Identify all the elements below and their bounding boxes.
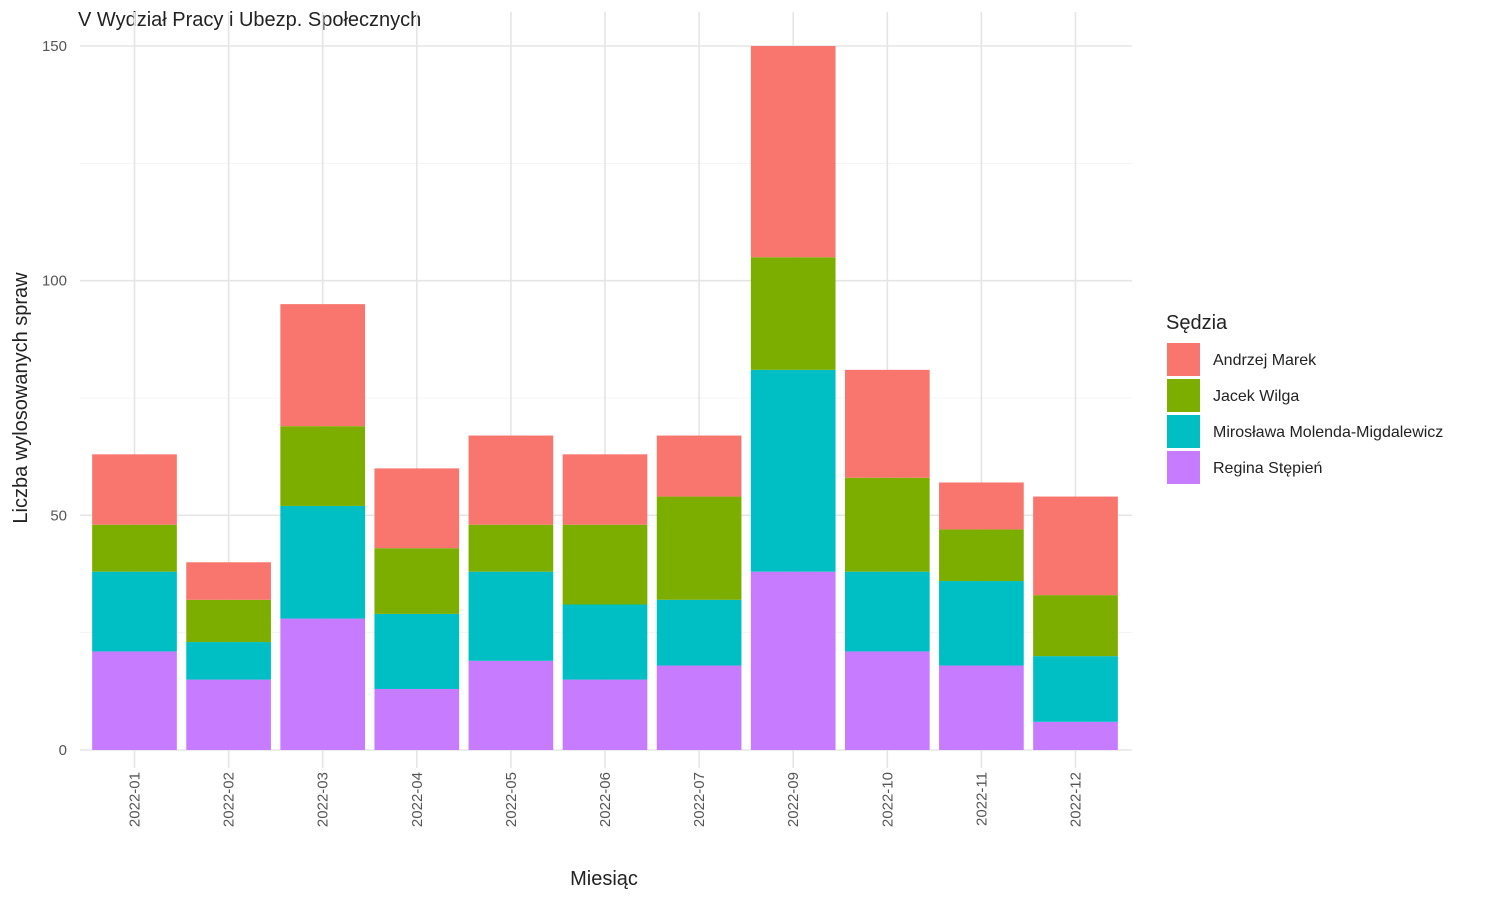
bar-segment	[939, 482, 1024, 530]
bars	[92, 46, 1118, 750]
bar-segment	[656, 665, 742, 750]
legend-label: Andrzej Marek	[1213, 352, 1317, 369]
bar-segment	[1033, 721, 1118, 750]
chart-title: V Wydział Pracy i Ubezp. Społecznych	[78, 9, 421, 31]
bar-segment	[562, 679, 648, 750]
bar-segment	[92, 524, 177, 572]
bar-segment	[92, 651, 177, 750]
legend-label: Regina Stępień	[1213, 460, 1322, 477]
bar-segment	[186, 642, 271, 680]
bar-segment	[280, 618, 366, 750]
bar-segment	[656, 435, 742, 497]
bar-segment	[656, 599, 742, 666]
bar-segment	[374, 548, 460, 614]
x-tick-label: 2022-03	[315, 772, 332, 827]
bar-segment	[468, 571, 554, 661]
y-tick-label: 0	[59, 742, 67, 759]
legend-swatch	[1167, 343, 1200, 376]
bar-segment	[280, 426, 366, 506]
bar-segment	[939, 665, 1024, 750]
y-axis-ticks: 0 50 100 150	[42, 38, 67, 759]
x-tick-label: 2022-12	[1068, 772, 1085, 827]
bar-segment	[750, 257, 836, 370]
bar-segment	[844, 369, 930, 478]
x-tick-label: 2022-10	[879, 772, 896, 827]
y-axis-title: Liczba wylosowanych spraw	[10, 272, 32, 524]
legend-title: Sędzia	[1166, 312, 1228, 334]
bar-segment	[939, 529, 1024, 582]
x-tick-label: 2022-05	[503, 772, 520, 827]
bar-segment	[92, 571, 177, 652]
bar-segment	[1033, 595, 1118, 657]
bar-segment	[186, 679, 271, 750]
y-tick-label: 150	[42, 38, 67, 55]
bar-segment	[844, 571, 930, 652]
y-tick-label: 50	[50, 507, 67, 524]
legend-label: Mirosława Molenda-Migdalewicz	[1213, 424, 1443, 441]
x-tick-label: 2022-02	[221, 772, 238, 827]
x-tick-label: 2022-07	[691, 772, 708, 827]
bar-segment	[468, 435, 554, 525]
bar-segment	[750, 369, 836, 572]
bar-segment	[750, 571, 836, 750]
bar-segment	[280, 304, 366, 427]
bar-segment	[186, 599, 271, 643]
legend-label: Jacek Wilga	[1213, 388, 1299, 405]
bar-segment	[1033, 496, 1118, 596]
bar-segment	[186, 562, 271, 600]
x-axis-ticks: 2022-01 2022-02 2022-03 2022-04 2022-05 2022-…	[127, 772, 1085, 827]
bar-segment	[374, 613, 460, 689]
x-tick-label: 2022-09	[785, 772, 802, 827]
x-tick-label: 2022-01	[127, 772, 144, 827]
x-tick-label: 2022-04	[409, 772, 426, 827]
x-axis-title: Miesiąc	[570, 868, 638, 890]
x-tick-label: 2022-11	[973, 772, 990, 826]
x-tick-label: 2022-06	[597, 772, 614, 827]
bar-segment	[1033, 656, 1118, 722]
y-tick-label: 100	[42, 273, 67, 290]
bar-segment	[374, 688, 460, 750]
legend: Andrzej Marek Jacek Wilga Mirosława Molend…	[1167, 343, 1443, 484]
bar-segment	[939, 581, 1024, 666]
bar-segment	[280, 505, 366, 619]
bar-segment	[844, 477, 930, 572]
legend-swatch	[1167, 451, 1200, 484]
bar-segment	[562, 524, 648, 605]
bar-segment	[374, 468, 460, 549]
bar-segment	[468, 524, 554, 572]
legend-swatch	[1167, 415, 1200, 448]
bar-segment	[562, 604, 648, 680]
legend-swatch	[1167, 379, 1200, 412]
bar-segment	[468, 660, 554, 750]
bar-segment	[656, 496, 742, 600]
bar-segment	[562, 454, 648, 525]
bar-segment	[92, 454, 177, 525]
bar-segment	[750, 46, 836, 258]
bar-segment	[844, 651, 930, 750]
